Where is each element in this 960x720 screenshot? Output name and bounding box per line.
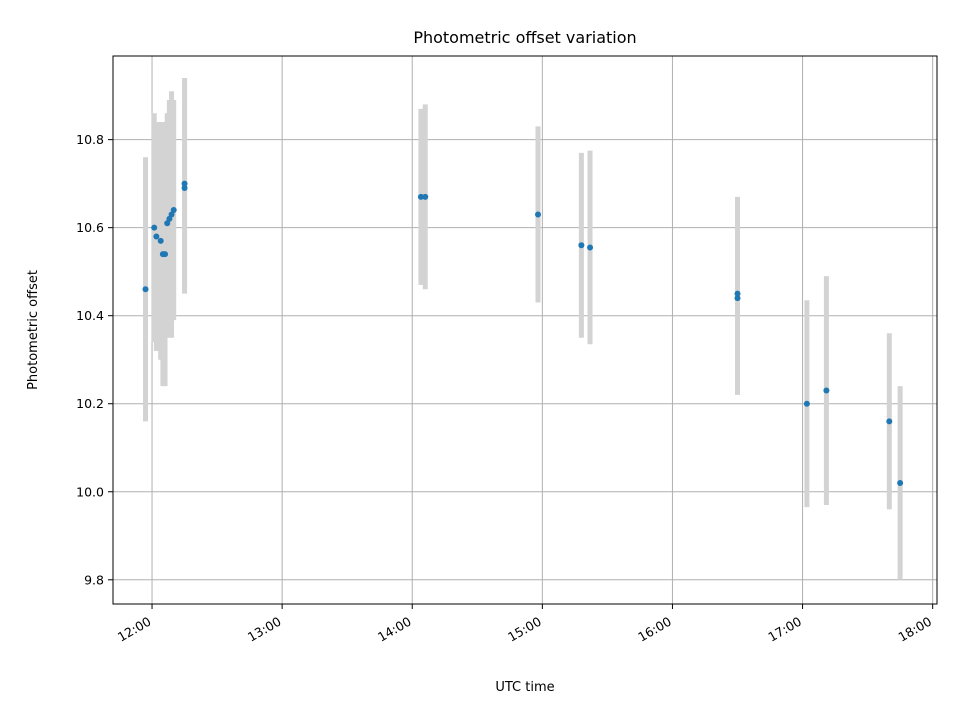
data-point bbox=[151, 224, 158, 231]
data-point bbox=[734, 295, 741, 302]
data-point bbox=[181, 180, 188, 187]
data-point bbox=[417, 193, 424, 200]
data-point bbox=[587, 244, 594, 251]
data-point bbox=[535, 211, 542, 218]
data-points bbox=[142, 180, 904, 486]
data-point bbox=[153, 233, 160, 240]
plot-frame bbox=[112, 55, 938, 605]
data-point bbox=[170, 207, 177, 214]
data-point bbox=[803, 400, 810, 407]
data-point bbox=[886, 418, 893, 425]
data-point bbox=[422, 193, 429, 200]
x-axis-label: UTC time bbox=[495, 680, 554, 695]
grid bbox=[113, 56, 937, 604]
y-tick-label: 10.2 bbox=[76, 396, 104, 411]
data-point bbox=[823, 387, 830, 394]
y-tick-label: 10.6 bbox=[76, 220, 104, 235]
data-point bbox=[181, 185, 188, 192]
data-point bbox=[162, 251, 169, 258]
data-point bbox=[157, 237, 164, 244]
y-tick-label: 10.8 bbox=[76, 132, 104, 147]
y-axis-label: Photometric offset bbox=[26, 270, 41, 390]
y-tick-label: 10.0 bbox=[76, 484, 104, 499]
data-point bbox=[734, 290, 741, 297]
chart-title: Photometric offset variation bbox=[413, 28, 636, 47]
data-point bbox=[578, 242, 585, 249]
data-point bbox=[142, 286, 149, 293]
y-tick-label: 10.4 bbox=[76, 308, 104, 323]
data-point bbox=[897, 479, 904, 486]
y-tick-label: 9.8 bbox=[84, 572, 104, 587]
